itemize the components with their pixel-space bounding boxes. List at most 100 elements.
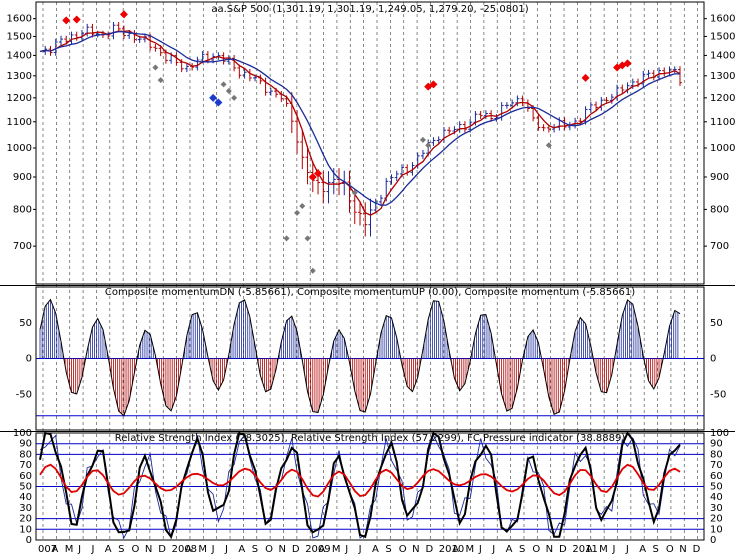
x-tick-label: 2008 bbox=[172, 544, 197, 555]
x-tick-label: A bbox=[586, 544, 593, 555]
vertical-gridlines bbox=[42, 2, 698, 540]
x-tick-label: 2010 bbox=[439, 544, 464, 555]
x-tick-label: O bbox=[132, 544, 140, 555]
x-tick-label: J bbox=[77, 544, 81, 555]
x-tick-label: J bbox=[211, 544, 215, 555]
y-tick-label: 1600 bbox=[710, 14, 735, 25]
y-tick-label: 1500 bbox=[7, 31, 32, 42]
x-tick-label: M bbox=[599, 544, 608, 555]
y-tick-label: 90 bbox=[19, 439, 32, 450]
x-tick-label: A bbox=[506, 544, 513, 555]
buy-signal-marker bbox=[308, 172, 317, 181]
y-tick-label: 1500 bbox=[710, 31, 735, 42]
panel-frame bbox=[35, 1, 705, 285]
rsi-fast-line bbox=[39, 431, 681, 539]
rsi-panel: Relative Strength Index (28.3025), Relat… bbox=[36, 431, 704, 540]
x-tick-label: S bbox=[519, 544, 525, 555]
x-tick-label: N bbox=[546, 544, 553, 555]
y-tick-label: 60 bbox=[19, 471, 32, 482]
y-tick-label: 900 bbox=[710, 172, 729, 183]
y-tick-label: 100 bbox=[13, 428, 32, 439]
moving-average-line bbox=[39, 30, 681, 216]
x-tick-label: A bbox=[238, 544, 245, 555]
x-tick-label: J bbox=[611, 544, 615, 555]
low-signal-marker bbox=[304, 235, 311, 242]
sell-signal-marker bbox=[214, 98, 223, 107]
y-tick-label: 1200 bbox=[710, 93, 735, 104]
low-signal-marker bbox=[231, 94, 238, 101]
buy-signal-marker bbox=[62, 16, 71, 25]
y-tick-label: 800 bbox=[710, 204, 729, 215]
y-tick-label: 900 bbox=[13, 172, 32, 183]
price-panel-title: aa.S&P 500 (1,301.19, 1,301.19, 1,249.05… bbox=[211, 4, 528, 15]
x-tick-label: O bbox=[399, 544, 407, 555]
x-tick-label: 2011 bbox=[572, 544, 597, 555]
x-tick-label: S bbox=[118, 544, 124, 555]
x-tick-label: J bbox=[625, 544, 629, 555]
panel-frame bbox=[35, 432, 705, 541]
y-tick-label: 50 bbox=[710, 318, 723, 329]
y-tick-label: 0 bbox=[26, 535, 32, 546]
low-signal-marker bbox=[419, 136, 426, 143]
x-tick-label: N bbox=[278, 544, 285, 555]
x-tick-label: O bbox=[532, 544, 540, 555]
y-tick-label: 90 bbox=[710, 439, 723, 450]
y-tick-label: 40 bbox=[710, 492, 723, 503]
x-tick-label: M bbox=[198, 544, 207, 555]
x-tick-label: A bbox=[319, 544, 326, 555]
buy-signal-marker bbox=[618, 61, 627, 70]
y-tick-label: 1000 bbox=[7, 143, 32, 154]
x-tick-label: D bbox=[292, 544, 300, 555]
y-tick-label: 50 bbox=[710, 482, 723, 493]
x-tick-label: N bbox=[412, 544, 419, 555]
buy-signal-marker bbox=[72, 15, 81, 24]
y-tick-label: 0 bbox=[710, 354, 716, 365]
y-tick-label: 1100 bbox=[710, 117, 735, 128]
x-tick-label: J bbox=[90, 544, 94, 555]
y-tick-label: 100 bbox=[710, 428, 729, 439]
x-tick-label: S bbox=[252, 544, 258, 555]
y-tick-label: 1200 bbox=[7, 93, 32, 104]
rsi-slow-line bbox=[39, 463, 681, 498]
x-tick-label: J bbox=[478, 544, 482, 555]
low-signal-marker bbox=[157, 77, 164, 84]
rsi-panel-title: Relative Strength Index (28.3025), Relat… bbox=[115, 433, 626, 444]
x-tick-label: M bbox=[332, 544, 341, 555]
x-tick-label: N bbox=[145, 544, 152, 555]
y-tick-label: 80 bbox=[710, 449, 723, 460]
y-tick-label: 50 bbox=[19, 482, 32, 493]
low-signal-marker bbox=[225, 88, 232, 95]
y-tick-label: 0 bbox=[710, 535, 716, 546]
y-tick-label: 20 bbox=[710, 514, 723, 525]
y-tick-label: 20 bbox=[19, 514, 32, 525]
x-tick-label: M bbox=[466, 544, 475, 555]
x-tick-label: S bbox=[385, 544, 391, 555]
low-signal-marker bbox=[299, 202, 306, 209]
y-tick-label: 80 bbox=[19, 449, 32, 460]
x-tick-label: 007 bbox=[38, 544, 57, 555]
y-tick-label: 1000 bbox=[710, 143, 735, 154]
x-tick-label: A bbox=[51, 544, 58, 555]
y-tick-label: 70 bbox=[710, 460, 723, 471]
y-tick-label: -50 bbox=[710, 389, 726, 400]
y-tick-label: 30 bbox=[19, 503, 32, 514]
low-signal-marker bbox=[283, 235, 290, 242]
x-tick-label: J bbox=[344, 544, 348, 555]
sell-signal-marker bbox=[209, 93, 218, 102]
y-tick-label: -50 bbox=[16, 389, 32, 400]
low-signal-marker bbox=[152, 64, 159, 71]
moving-average-line bbox=[39, 30, 681, 206]
x-tick-label: J bbox=[224, 544, 228, 555]
x-tick-label: A bbox=[639, 544, 646, 555]
x-tick-label: J bbox=[491, 544, 495, 555]
x-tick-label: O bbox=[666, 544, 674, 555]
y-tick-label: 1100 bbox=[7, 117, 32, 128]
x-tick-label: O bbox=[265, 544, 273, 555]
x-tick-label: J bbox=[358, 544, 362, 555]
panel-frame bbox=[35, 286, 705, 431]
y-tick-label: 700 bbox=[13, 241, 32, 252]
y-tick-label: 700 bbox=[710, 241, 729, 252]
buy-signal-marker bbox=[581, 73, 590, 82]
